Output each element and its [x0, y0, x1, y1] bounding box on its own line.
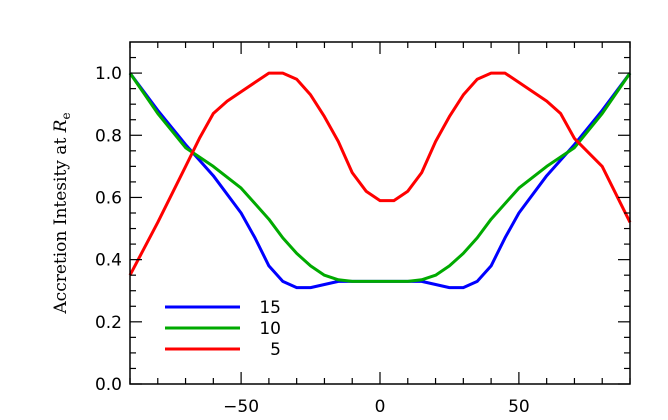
legend-label-10: 10	[259, 319, 281, 339]
y-tick-label: 0.4	[95, 251, 122, 271]
y-tick-label: 0.6	[95, 188, 122, 208]
plot-frame	[129, 41, 631, 385]
y-tick-label: 0.8	[95, 126, 122, 146]
series-line-5	[128, 71, 632, 276]
y-tick-label: 1.0	[95, 64, 122, 84]
legend-label-15: 15	[259, 298, 281, 318]
x-tick-label: −50	[223, 397, 259, 417]
x-tick-label: 50	[508, 397, 530, 417]
y-axis-label-subscript: e	[59, 112, 73, 119]
y-axis-label: Accretion Intesity at Re	[51, 112, 73, 314]
series-line-10	[128, 72, 632, 283]
y-axis-label-symbol: R	[51, 119, 71, 133]
ticks-layer	[129, 42, 631, 385]
legend-label-5: 5	[270, 340, 281, 360]
y-axis-label-text: Accretion Intesity at	[51, 132, 71, 314]
labels-layer: −50 0 50 0.0 0.2 0.4 0.6 0.8 1.0	[95, 64, 530, 417]
series-layer	[128, 71, 632, 290]
x-tick-label: 0	[375, 397, 386, 417]
series-line-15	[128, 72, 632, 290]
y-tick-label: 0.2	[95, 313, 122, 333]
y-tick-label: 0.0	[95, 375, 122, 395]
